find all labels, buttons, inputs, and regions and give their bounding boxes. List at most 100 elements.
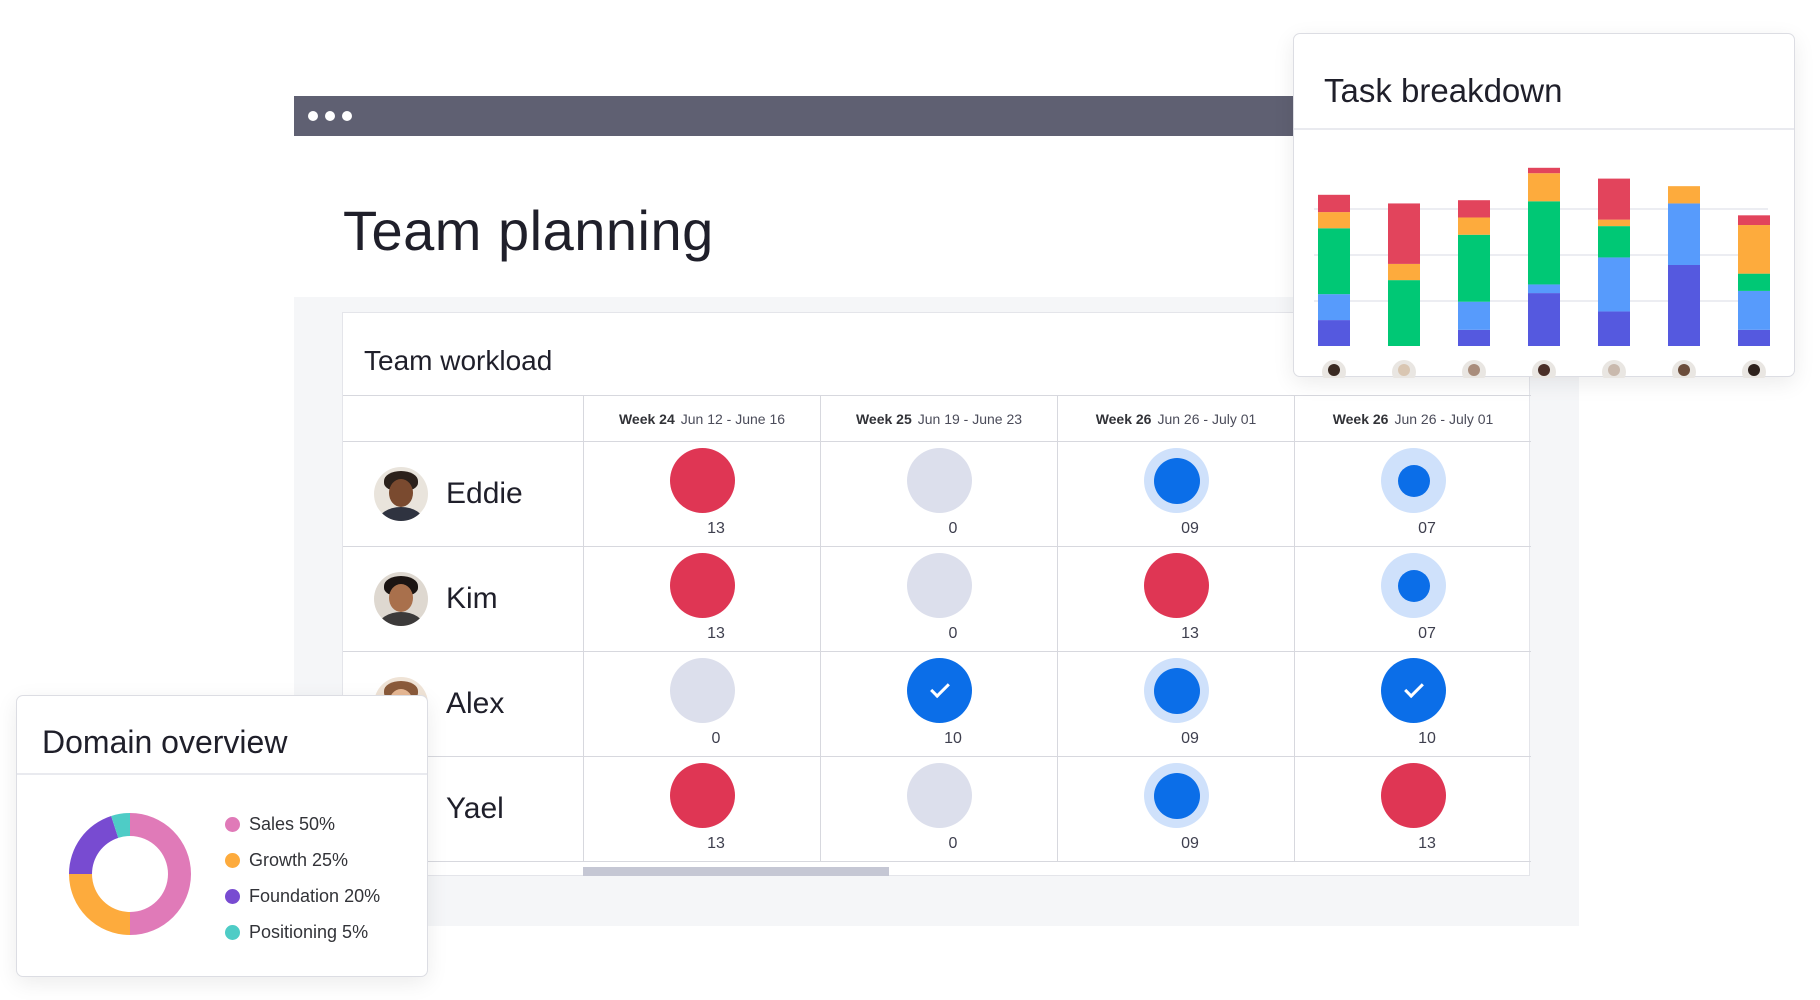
- week-label: Week 24: [618, 410, 675, 427]
- bar-segment[interactable]: [1738, 215, 1770, 226]
- divider: [1294, 128, 1794, 130]
- workload-status-done-icon[interactable]: [907, 658, 972, 723]
- person-cell[interactable]: Eddie: [343, 442, 583, 546]
- week-header[interactable]: Week 24 Jun 12 - June 16: [583, 396, 820, 441]
- workload-count: 13: [707, 835, 725, 852]
- person-cell[interactable]: Kim: [343, 547, 583, 651]
- workload-status-over-icon[interactable]: [1144, 553, 1209, 618]
- workload-status-light-icon[interactable]: [1381, 448, 1446, 513]
- bar-segment[interactable]: [1388, 280, 1420, 346]
- bar-segment[interactable]: [1738, 329, 1770, 346]
- legend-item: Sales 50%: [225, 806, 380, 842]
- bar-segment[interactable]: [1318, 294, 1350, 321]
- workload-status-over-icon[interactable]: [670, 763, 735, 828]
- bar-segment[interactable]: [1458, 234, 1490, 302]
- workload-cell[interactable]: 0: [820, 442, 1057, 546]
- workload-status-empty-icon[interactable]: [907, 448, 972, 513]
- bar-segment[interactable]: [1598, 178, 1630, 220]
- donut-slice[interactable]: [111, 813, 130, 838]
- bar-segment[interactable]: [1388, 263, 1420, 281]
- bar-segment[interactable]: [1598, 219, 1630, 227]
- legend-label: Foundation 20%: [249, 885, 381, 906]
- workload-cell[interactable]: 0: [820, 547, 1057, 651]
- workload-cell[interactable]: 13: [1057, 547, 1294, 651]
- workload-cell[interactable]: 07: [1294, 547, 1531, 651]
- workload-cell[interactable]: 13: [583, 547, 820, 651]
- workload-status-empty-icon[interactable]: [907, 553, 972, 618]
- bar-segment[interactable]: [1598, 226, 1630, 258]
- bar-segment[interactable]: [1528, 293, 1560, 346]
- header-name-column: [343, 396, 583, 441]
- workload-status-empty-icon[interactable]: [670, 658, 735, 723]
- workload-cell[interactable]: 07: [1294, 442, 1531, 546]
- donut-slice[interactable]: [130, 813, 191, 935]
- bar-segment[interactable]: [1318, 212, 1350, 229]
- workload-cell[interactable]: 10: [1294, 652, 1531, 756]
- bar-segment[interactable]: [1668, 203, 1700, 265]
- legend-swatch: [225, 816, 240, 832]
- week-range: Jun 26 - July 01: [1157, 410, 1257, 427]
- workload-status-empty-icon[interactable]: [907, 763, 972, 828]
- workload-cell[interactable]: 13: [583, 757, 820, 861]
- window-dot-icon[interactable]: [342, 111, 352, 121]
- workload-cell[interactable]: 09: [1057, 652, 1294, 756]
- workload-status-light-icon[interactable]: [1381, 553, 1446, 618]
- table-row: Yael 13 0 09 13: [343, 757, 1531, 862]
- bar-segment[interactable]: [1318, 320, 1350, 346]
- bar-segment[interactable]: [1598, 311, 1630, 346]
- horizontal-scrollbar[interactable]: [583, 867, 889, 876]
- workload-cell[interactable]: 0: [583, 652, 820, 756]
- bar-avatar: [1532, 360, 1556, 378]
- donut-slice[interactable]: [69, 815, 119, 874]
- bar-segment[interactable]: [1528, 284, 1560, 294]
- workload-cell[interactable]: 09: [1057, 442, 1294, 546]
- workload-cell[interactable]: 13: [583, 442, 820, 546]
- bar-segment[interactable]: [1458, 217, 1490, 235]
- week-header[interactable]: Week 26 Jun 26 - July 01: [1057, 396, 1294, 441]
- workload-status-over-icon[interactable]: [670, 553, 735, 618]
- bar-segment[interactable]: [1458, 329, 1490, 346]
- workload-count: 0: [948, 520, 958, 537]
- bar-segment[interactable]: [1668, 186, 1700, 204]
- legend-swatch: [225, 888, 240, 904]
- bar-segment[interactable]: [1528, 167, 1560, 174]
- bar-segment[interactable]: [1528, 201, 1560, 285]
- bar-segment[interactable]: [1738, 273, 1770, 291]
- person-name: Eddie: [446, 477, 523, 510]
- check-icon: [1403, 677, 1424, 698]
- workload-status-over-icon[interactable]: [670, 448, 735, 513]
- week-header[interactable]: Week 25 Jun 19 - June 23: [820, 396, 1057, 441]
- workload-count: 13: [707, 625, 725, 642]
- workload-count: 09: [1181, 520, 1199, 537]
- workload-status-partial-icon[interactable]: [1144, 763, 1209, 828]
- window-dot-icon[interactable]: [308, 111, 318, 121]
- week-header[interactable]: Week 26 Jun 26 - July 01: [1294, 396, 1531, 441]
- bar-segment[interactable]: [1668, 265, 1700, 346]
- task-breakdown-chart: [1314, 167, 1770, 378]
- bar-segment[interactable]: [1598, 257, 1630, 312]
- workload-status-over-icon[interactable]: [1381, 763, 1446, 828]
- bar-segment[interactable]: [1458, 200, 1490, 218]
- workload-cell[interactable]: 10: [820, 652, 1057, 756]
- legend-label: Growth 25%: [249, 849, 349, 870]
- page-title: Team planning: [343, 199, 714, 262]
- workload-cell[interactable]: 13: [1294, 757, 1531, 861]
- workload-status-done-icon[interactable]: [1381, 658, 1446, 723]
- bar-segment[interactable]: [1738, 290, 1770, 330]
- workload-status-partial-icon[interactable]: [1144, 448, 1209, 513]
- workload-cell[interactable]: 0: [820, 757, 1057, 861]
- domain-donut-chart: [69, 813, 191, 935]
- bar-segment[interactable]: [1388, 203, 1420, 264]
- legend-item: Positioning 5%: [225, 914, 380, 950]
- bar-segment[interactable]: [1738, 225, 1770, 274]
- bar-segment[interactable]: [1528, 173, 1560, 202]
- bar-segment[interactable]: [1318, 228, 1350, 295]
- bar-segment[interactable]: [1318, 194, 1350, 213]
- bar-segment[interactable]: [1458, 301, 1490, 330]
- workload-status-partial-icon[interactable]: [1144, 658, 1209, 723]
- table-row: Kim 13 0 13 07: [343, 547, 1531, 652]
- donut-slice[interactable]: [69, 874, 130, 935]
- avatar: [374, 467, 428, 521]
- window-dot-icon[interactable]: [325, 111, 335, 121]
- workload-cell[interactable]: 09: [1057, 757, 1294, 861]
